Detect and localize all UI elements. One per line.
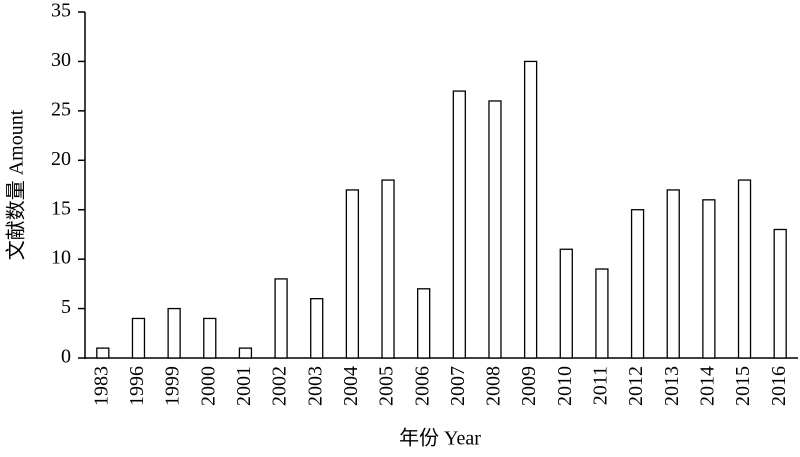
bar [773,228,787,359]
bar [274,278,288,359]
bar [345,189,360,359]
x-tick-label: 2000 [197,366,219,406]
x-tick-label: 2013 [661,366,683,406]
bar [630,209,645,359]
x-tick-label: 2007 [447,366,469,406]
x-tick-label: 2016 [768,366,790,406]
x-tick-label: 2005 [376,366,398,406]
bar [559,248,573,359]
bar [452,90,466,359]
x-tick-label: 1996 [126,366,148,406]
x-tick-label: 2011 [590,366,612,405]
x-tick-label: 2004 [340,366,362,406]
x-tick-label: 2008 [483,366,505,406]
bar [595,268,609,359]
y-tick-label: 35 [51,0,71,22]
bar [737,179,752,359]
x-tick-label: 2015 [732,366,754,406]
x-tick-label: 2009 [518,366,540,406]
bar [131,317,146,359]
x-tick-label: 2002 [269,366,291,406]
x-tick-label: 1999 [162,366,184,406]
x-tick-label: 2014 [696,366,718,406]
y-tick-label: 20 [51,148,71,170]
y-tick-label: 15 [51,197,71,219]
x-tick-label: 2003 [304,366,326,406]
bar [666,189,680,359]
bar [203,317,217,359]
x-tick-label: 2006 [411,366,433,406]
bar [167,307,181,359]
bar [381,179,395,359]
x-tick-label: 2012 [625,366,647,406]
y-tick-label: 25 [51,98,71,120]
bar [310,298,324,359]
y-tick-label: 0 [61,346,71,368]
x-tick-label: 2010 [554,366,576,406]
y-tick-label: 10 [51,247,71,269]
y-tick-label: 5 [61,296,71,318]
bar [96,347,110,359]
y-axis-label: 文献数量 Amount [5,109,28,260]
x-tick-label: 2001 [233,366,255,406]
bar [702,199,716,359]
bar [488,100,502,359]
bar [523,60,538,359]
y-tick-label: 30 [51,49,71,71]
bar [238,347,253,359]
x-axis-label: 年份 Year [399,427,481,450]
bar [417,288,431,359]
x-tick-label: 1983 [90,366,112,406]
